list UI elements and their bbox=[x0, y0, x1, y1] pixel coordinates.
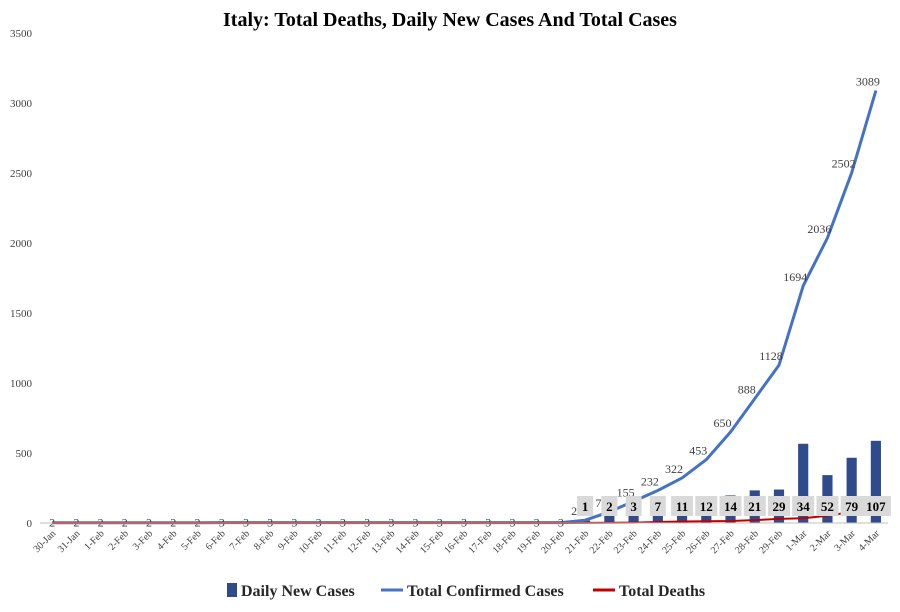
total-deaths-label-box bbox=[816, 496, 839, 516]
x-tick-label: 4-Feb bbox=[155, 528, 179, 552]
total-cases-label: 2036 bbox=[807, 222, 831, 236]
total-deaths-label-box bbox=[743, 496, 766, 516]
legend: Daily New Cases Total Confirmed Cases To… bbox=[227, 583, 705, 600]
x-tick-label: 16-Feb bbox=[442, 528, 470, 556]
x-tick-label: 1-Mar bbox=[784, 528, 810, 554]
total-deaths-label: 3 bbox=[630, 499, 637, 514]
x-tick-label: 6-Feb bbox=[204, 528, 228, 552]
x-tick-label: 5-Feb bbox=[179, 528, 203, 552]
daily-new-cases-bar bbox=[628, 512, 639, 523]
total-deaths-label: 79 bbox=[845, 499, 859, 514]
y-axis: 0 500 1000 1500 2000 2500 3000 3500 bbox=[10, 28, 33, 530]
total-confirmed-cases-line bbox=[52, 90, 878, 525]
x-tick-label: 29-Feb bbox=[757, 528, 785, 556]
total-cases-label: 453 bbox=[689, 444, 707, 458]
x-tick-label: 23-Feb bbox=[612, 528, 640, 556]
total-deaths-label: 14 bbox=[724, 499, 738, 514]
x-tick-label: 8-Feb bbox=[252, 528, 276, 552]
x-tick-label: 3-Feb bbox=[131, 528, 155, 552]
total-deaths-label-box bbox=[840, 496, 863, 516]
total-deaths-label-box bbox=[860, 496, 891, 516]
total-cases-label: 1128 bbox=[759, 349, 783, 363]
total-deaths-label: 7 bbox=[655, 499, 662, 514]
point-labels: 2222222333333333333333207915523232245365… bbox=[49, 75, 891, 530]
total-cases-label: 322 bbox=[665, 462, 683, 476]
total-deaths-label-box bbox=[671, 496, 694, 516]
legend-label-daily-new-cases: Daily New Cases bbox=[241, 583, 355, 600]
total-deaths-label: 1 bbox=[582, 499, 589, 514]
total-cases-label: 1694 bbox=[783, 270, 807, 284]
x-tick-label: 22-Feb bbox=[588, 528, 616, 556]
total-deaths-label-box bbox=[649, 496, 666, 516]
x-tick-label: 12-Feb bbox=[345, 528, 373, 556]
total-deaths-label: 34 bbox=[797, 499, 811, 514]
x-tick-label: 19-Feb bbox=[515, 528, 543, 556]
total-deaths-label: 12 bbox=[700, 499, 713, 514]
legend-label-total-confirmed-cases: Total Confirmed Cases bbox=[407, 583, 564, 600]
x-tick-label: 2-Mar bbox=[808, 528, 834, 554]
total-deaths-label: 29 bbox=[772, 499, 786, 514]
daily-new-cases-bar bbox=[798, 443, 809, 523]
total-deaths-label-box bbox=[625, 496, 642, 516]
x-tick-label: 4-Mar bbox=[857, 528, 883, 554]
total-deaths-label-box bbox=[601, 496, 618, 516]
total-cases-label: 155 bbox=[617, 485, 635, 499]
total-deaths-label-box bbox=[577, 496, 594, 516]
y-tick-label: 2000 bbox=[10, 238, 33, 250]
x-tick-label: 17-Feb bbox=[467, 528, 495, 556]
x-tick-label: 30-Jan bbox=[32, 528, 59, 555]
x-tick-label: 3-Mar bbox=[832, 528, 858, 554]
total-cases-label: 2502 bbox=[832, 157, 856, 171]
x-tick-label: 11-Feb bbox=[321, 528, 349, 556]
total-deaths-label-box bbox=[767, 496, 790, 516]
x-tick-label: 31-Jan bbox=[56, 528, 83, 555]
y-tick-label: 500 bbox=[16, 448, 33, 460]
total-deaths-label: 107 bbox=[866, 499, 886, 514]
series-lines bbox=[52, 90, 878, 525]
total-cases-label: 3089 bbox=[856, 75, 880, 89]
total-cases-label: 888 bbox=[738, 383, 756, 397]
x-tick-label: 1-Feb bbox=[82, 528, 106, 552]
x-tick-label: 18-Feb bbox=[491, 528, 519, 556]
total-cases-label: 650 bbox=[714, 416, 732, 430]
x-tick-label: 13-Feb bbox=[370, 528, 398, 556]
x-tick-label: 26-Feb bbox=[685, 528, 713, 556]
x-tick-label: 20-Feb bbox=[539, 528, 567, 556]
y-tick-label: 2500 bbox=[10, 168, 33, 180]
total-cases-label: 232 bbox=[641, 475, 659, 489]
y-tick-label: 3500 bbox=[10, 28, 33, 40]
x-tick-label: 27-Feb bbox=[709, 528, 737, 556]
total-deaths-label: 11 bbox=[676, 499, 688, 514]
y-tick-label: 0 bbox=[27, 518, 33, 530]
daily-new-cases-bar bbox=[604, 514, 615, 523]
x-tick-label: 24-Feb bbox=[636, 528, 664, 556]
x-tick-label: 21-Feb bbox=[563, 528, 591, 556]
total-deaths-label-box bbox=[719, 496, 742, 516]
total-deaths-label-box bbox=[695, 496, 718, 516]
total-deaths-label: 52 bbox=[821, 499, 834, 514]
daily-new-cases-bar bbox=[580, 520, 591, 523]
x-tick-label: 25-Feb bbox=[660, 528, 688, 556]
legend-label-total-deaths: Total Deaths bbox=[619, 583, 705, 600]
total-deaths-label: 2 bbox=[606, 499, 613, 514]
chart-title: Italy: Total Deaths, Daily New Cases And… bbox=[223, 9, 677, 31]
x-tick-label: 10-Feb bbox=[297, 528, 325, 556]
legend-swatch-daily-new-cases bbox=[227, 583, 237, 597]
x-tick-label: 7-Feb bbox=[228, 528, 252, 552]
daily-new-cases-bar bbox=[870, 440, 881, 523]
total-deaths-label: 21 bbox=[748, 499, 761, 514]
x-tick-label: 14-Feb bbox=[394, 528, 422, 556]
daily-new-cases-bar bbox=[846, 457, 857, 523]
x-tick-label: 2-Feb bbox=[107, 528, 131, 552]
y-tick-label: 1000 bbox=[10, 378, 33, 390]
y-tick-label: 3000 bbox=[10, 98, 33, 110]
total-deaths-label-box bbox=[792, 496, 815, 516]
x-tick-label: 28-Feb bbox=[733, 528, 761, 556]
x-tick-label: 15-Feb bbox=[418, 528, 446, 556]
y-tick-label: 1500 bbox=[10, 308, 33, 320]
